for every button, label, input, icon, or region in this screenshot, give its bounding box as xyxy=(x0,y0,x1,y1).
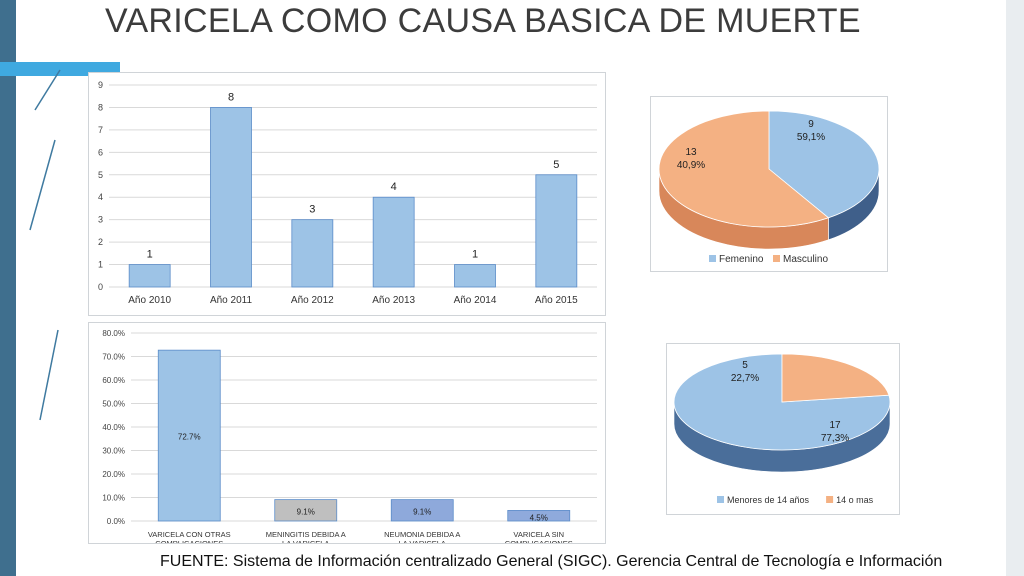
data-label: 72.7% xyxy=(178,433,201,442)
bar xyxy=(390,499,454,522)
decor-line-2 xyxy=(29,139,56,231)
y-tick-label: 60.0% xyxy=(102,376,125,385)
y-tick-label: 3 xyxy=(98,215,103,225)
data-label: 4.5% xyxy=(530,513,548,522)
y-tick-label: 40.0% xyxy=(102,423,125,432)
bar xyxy=(535,174,578,288)
legend-label: Femenino xyxy=(719,254,764,265)
pie-slice xyxy=(658,110,830,228)
right-accent-bar xyxy=(1006,0,1024,576)
category-label: Año 2010 xyxy=(128,295,171,306)
slice-count-label: 9 xyxy=(808,119,814,130)
data-label: 4 xyxy=(391,181,397,193)
bar xyxy=(157,349,221,522)
sex-chart-panel: 9 59,1% 13 40,9% Femenino Masculino xyxy=(650,96,888,272)
category-label: MENINGITIS DEBIDA A xyxy=(266,530,346,539)
legend-label: Masculino xyxy=(783,254,828,265)
legend-swatch xyxy=(717,496,724,503)
complications-chart: 0.0% 10.0% 20.0% 30.0% 40.0% 50.0% 60.0% 70.0% 8… xyxy=(102,329,597,548)
complications-chart-panel: 0.0% 10.0% 20.0% 30.0% 40.0% 50.0% 60.0% 70.0% 8… xyxy=(88,322,606,548)
category-label: COMPLICACIONES xyxy=(155,539,223,543)
bar xyxy=(274,499,338,522)
category-label: VARICELA SIN xyxy=(513,530,564,539)
category-label: LA VARICELA xyxy=(399,539,446,543)
deaths-by-year-chart: 0 1 2 3 4 5 6 7 8 9 1 Año 2010 8 Año 2011 3 Año 2012 4 Añ… xyxy=(98,80,597,306)
category-label: Año 2014 xyxy=(454,295,497,306)
category-label: Año 2015 xyxy=(535,295,578,306)
y-tick-label: 9 xyxy=(98,80,103,90)
year-chart-panel: 0 1 2 3 4 5 6 7 8 9 1 Año 2010 8 Año 2011 3 Año 2012 4 Añ… xyxy=(88,72,606,316)
slice-count-label: 17 xyxy=(829,420,841,431)
bar xyxy=(291,219,334,288)
legend-swatch xyxy=(826,496,834,503)
legend-swatch xyxy=(709,255,716,262)
category-label: Año 2011 xyxy=(210,295,253,306)
y-tick-label: 30.0% xyxy=(102,447,125,456)
bar xyxy=(210,107,252,288)
deaths-by-age-chart: 17 77,3% 5 22,7% Menores de 14 años 14 o mas xyxy=(673,353,891,505)
y-tick-label: 4 xyxy=(98,192,103,202)
slice-count-label: 13 xyxy=(685,147,697,158)
y-tick-label: 0 xyxy=(98,282,103,292)
slice-percent-label: 59,1% xyxy=(797,132,825,143)
category-label: LA VARICELA xyxy=(282,539,329,543)
data-label: 8 xyxy=(228,91,234,103)
slide-title: VARICELA COMO CAUSA BASICA DE MUERTE xyxy=(105,2,861,40)
y-tick-label: 50.0% xyxy=(102,400,125,409)
category-label: NEUMONIA DEBIDA A xyxy=(384,530,460,539)
category-label: Año 2012 xyxy=(291,295,334,306)
data-label: 1 xyxy=(472,249,478,261)
slice-percent-label: 77,3% xyxy=(821,433,849,444)
decor-line-3 xyxy=(39,329,59,421)
category-label: COMPLICACIONES xyxy=(505,539,573,543)
y-tick-label: 6 xyxy=(98,147,103,157)
source-note: FUENTE: Sistema de Información centraliz… xyxy=(160,553,943,570)
y-tick-label: 70.0% xyxy=(102,353,125,362)
age-chart-panel: 17 77,3% 5 22,7% Menores de 14 años 14 o mas xyxy=(666,343,900,515)
y-tick-label: 1 xyxy=(98,260,103,270)
data-label: 1 xyxy=(147,249,153,261)
y-tick-label: 10.0% xyxy=(102,494,125,503)
y-tick-label: 7 xyxy=(98,125,103,135)
decor-line-1 xyxy=(34,69,61,111)
pie-slice xyxy=(781,353,890,403)
legend-label: 14 o mas xyxy=(836,495,874,505)
left-accent-bar xyxy=(0,0,16,576)
y-tick-label: 0.0% xyxy=(107,517,125,526)
pie-slice xyxy=(673,353,891,451)
y-tick-label: 20.0% xyxy=(102,470,125,479)
y-tick-label: 8 xyxy=(98,102,103,112)
legend-swatch xyxy=(773,255,780,262)
data-label: 5 xyxy=(553,159,559,171)
slice-count-label: 5 xyxy=(742,360,748,371)
y-tick-label: 80.0% xyxy=(102,329,125,338)
data-label: 3 xyxy=(309,204,315,216)
y-tick-label: 5 xyxy=(98,170,103,180)
deaths-by-sex-chart: 9 59,1% 13 40,9% Femenino Masculino xyxy=(658,110,880,265)
category-label: VARICELA CON OTRAS xyxy=(148,530,231,539)
bar xyxy=(372,196,415,288)
legend-label: Menores de 14 años xyxy=(727,495,810,505)
slice-percent-label: 22,7% xyxy=(731,373,759,384)
slice-percent-label: 40,9% xyxy=(677,160,705,171)
data-label: 9.1% xyxy=(413,507,431,516)
bar xyxy=(128,264,171,288)
data-label: 9.1% xyxy=(297,507,315,516)
bar xyxy=(454,264,496,288)
y-tick-label: 2 xyxy=(98,237,103,247)
category-label: Año 2013 xyxy=(372,295,415,306)
bar xyxy=(507,510,571,522)
